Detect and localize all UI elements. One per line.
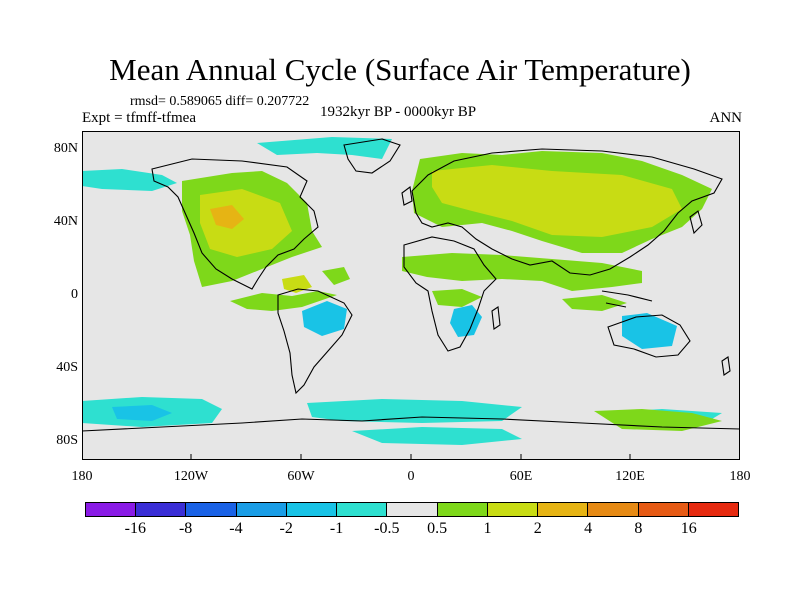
period-label: 1932kyr BP - 0000kyr BP: [320, 104, 477, 120]
coastline-greenland: [343, 138, 401, 174]
coastline-south-america: [277, 288, 353, 395]
coastline-africa: [403, 236, 497, 352]
colorbar-label: 0.5: [427, 520, 448, 537]
colorbar-label: -1: [329, 520, 344, 537]
anomaly-region: [432, 289, 482, 307]
colorbar-label: 2: [533, 520, 542, 537]
coastline-eurasia: [411, 148, 723, 276]
axis-ticks: [190, 454, 631, 460]
season-label: ANN: [709, 110, 743, 126]
colorbar-swatch: [387, 503, 438, 516]
colorbar-swatch: [286, 503, 338, 516]
lon-label-0: 0: [407, 469, 415, 484]
coastline-australia: [607, 314, 691, 358]
lon-label-180w: 180: [71, 469, 93, 484]
anomaly-region: [230, 291, 337, 311]
lat-label-0: 0: [71, 287, 78, 302]
anomaly-region: [302, 301, 347, 336]
anomaly-region: [402, 253, 642, 291]
coastline-north-america: [151, 158, 319, 290]
anomaly-region: [432, 165, 682, 237]
colorbar-label: 16: [680, 520, 697, 537]
anomaly-region: [210, 205, 244, 229]
lon-label-120w: 120W: [173, 469, 209, 484]
colorbar-swatch: [236, 503, 287, 516]
colorbar-label: 8: [634, 520, 643, 537]
colorbar-swatch: [688, 503, 739, 516]
colorbar-swatch: [487, 503, 539, 516]
statistics-text: rmsd= 0.589065 diff= 0.207722: [130, 94, 310, 109]
anomaly-region: [282, 275, 312, 293]
colorbar-swatch: [638, 503, 689, 516]
anomaly-region: [622, 313, 677, 349]
anomaly-map: [82, 131, 740, 460]
lon-label-180e: 180: [729, 469, 751, 484]
lat-label-40n: 40N: [53, 214, 78, 229]
colorbar-label: -4: [229, 520, 243, 537]
anomaly-region: [200, 189, 292, 257]
coastline-indonesia: [601, 290, 653, 308]
colorbar-swatch: [337, 503, 388, 516]
colorbar-label: -2: [279, 520, 293, 537]
anomaly-region: [450, 305, 482, 337]
coastline-madagascar: [491, 306, 501, 330]
anomaly-region: [112, 405, 172, 421]
anomaly-region: [307, 399, 522, 423]
anomaly-fields: [82, 137, 722, 445]
colorbar: [85, 502, 739, 517]
colorbar-swatch: [136, 503, 187, 516]
colorbar-label: -0.5: [374, 520, 400, 537]
map-title: Mean Annual Cycle (Surface Air Temperatu…: [109, 52, 691, 87]
colorbar-swatch: [186, 503, 237, 516]
colorbar-swatch: [437, 503, 488, 516]
anomaly-region: [352, 427, 522, 445]
lat-label-80s: 80S: [56, 433, 78, 448]
coastline-antarctica: [82, 416, 740, 432]
coastlines: [82, 138, 740, 432]
anomaly-region: [322, 267, 350, 285]
coastline-japan: [689, 210, 703, 235]
colorbar-swatch: [538, 503, 589, 516]
colorbar-swatch: [86, 503, 137, 516]
colorbar-label: -8: [178, 520, 193, 537]
lon-label-120e: 120E: [615, 469, 645, 484]
coastline-uk: [401, 186, 413, 206]
lon-label-60e: 60E: [509, 469, 533, 484]
lat-label-80n: 80N: [53, 141, 78, 156]
coastline-new-zealand: [721, 356, 731, 376]
colorbar-label: 4: [584, 520, 593, 537]
experiment-label: Expt = tfmff-tfmea: [82, 110, 196, 126]
colorbar-label: -16: [124, 520, 146, 537]
lon-label-60w: 60W: [287, 469, 315, 484]
lat-label-40s: 40S: [56, 360, 78, 375]
colorbar-swatch: [588, 503, 639, 516]
anomaly-region: [562, 295, 627, 311]
colorbar-label: 1: [483, 520, 492, 537]
